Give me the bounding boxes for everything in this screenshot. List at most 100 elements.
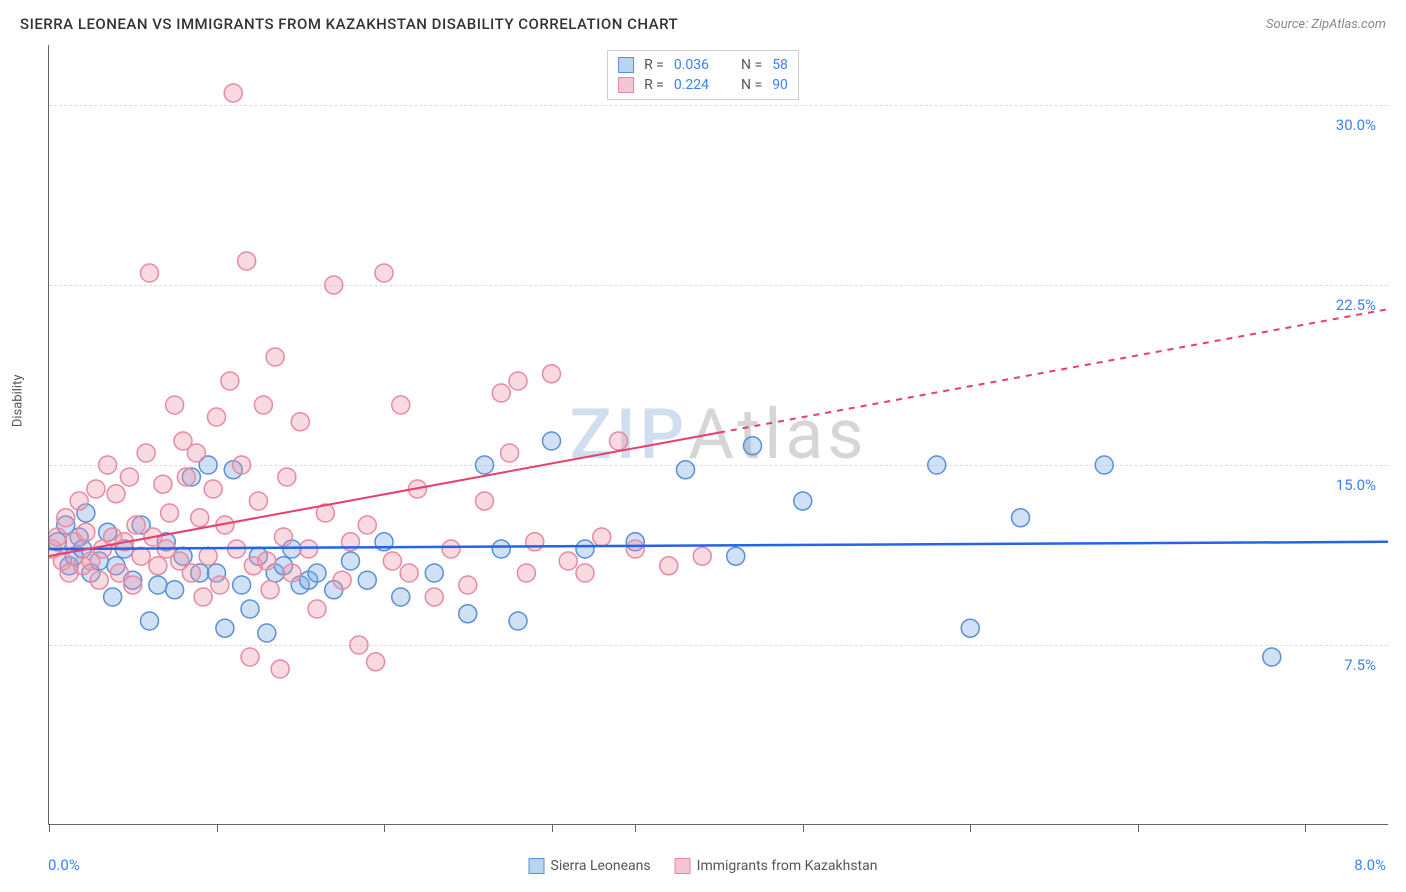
data-point bbox=[1263, 648, 1281, 666]
data-point bbox=[275, 528, 293, 546]
data-point bbox=[928, 456, 946, 474]
x-tick bbox=[552, 824, 553, 832]
x-tick bbox=[803, 824, 804, 832]
chart-title: SIERRA LEONEAN VS IMMIGRANTS FROM KAZAKH… bbox=[20, 15, 678, 33]
data-point bbox=[677, 461, 695, 479]
data-point bbox=[199, 547, 217, 565]
data-point bbox=[127, 516, 145, 534]
data-point bbox=[141, 612, 159, 630]
data-point bbox=[543, 432, 561, 450]
legend-swatch bbox=[618, 77, 634, 93]
data-point bbox=[233, 576, 251, 594]
data-point bbox=[1095, 456, 1113, 474]
data-point bbox=[1012, 509, 1030, 527]
plot-area: ZIPAtlas 7.5%15.0%22.5%30.0% bbox=[48, 45, 1388, 825]
data-point bbox=[191, 509, 209, 527]
n-label: N = bbox=[741, 57, 762, 73]
legend-swatch bbox=[618, 57, 634, 73]
data-point bbox=[559, 552, 577, 570]
data-point bbox=[187, 444, 205, 462]
data-point bbox=[177, 468, 195, 486]
data-point bbox=[261, 581, 279, 599]
data-point bbox=[258, 552, 276, 570]
legend-swatch bbox=[529, 858, 545, 874]
data-point bbox=[107, 485, 125, 503]
legend-label: Immigrants from Kazakhstan bbox=[697, 858, 878, 874]
data-point bbox=[99, 456, 117, 474]
data-point bbox=[221, 372, 239, 390]
n-label: N = bbox=[741, 77, 762, 93]
data-point bbox=[216, 619, 234, 637]
x-tick bbox=[217, 824, 218, 832]
data-point bbox=[308, 600, 326, 618]
data-point bbox=[241, 600, 259, 618]
r-value: 0.224 bbox=[674, 77, 709, 93]
data-point bbox=[693, 547, 711, 565]
data-point bbox=[166, 396, 184, 414]
trend-line-extrapolated bbox=[719, 309, 1388, 433]
data-point bbox=[90, 571, 108, 589]
data-point bbox=[476, 492, 494, 510]
data-point bbox=[132, 547, 150, 565]
data-point bbox=[254, 396, 272, 414]
data-point bbox=[543, 365, 561, 383]
data-point bbox=[283, 564, 301, 582]
data-point bbox=[300, 540, 318, 558]
data-point bbox=[509, 612, 527, 630]
r-value: 0.036 bbox=[674, 57, 709, 73]
stats-legend-row: R =0.036N =58 bbox=[618, 55, 788, 75]
data-point bbox=[137, 444, 155, 462]
n-value: 90 bbox=[772, 77, 788, 93]
x-tick bbox=[635, 824, 636, 832]
data-point bbox=[291, 413, 309, 431]
data-point bbox=[194, 588, 212, 606]
data-point bbox=[104, 588, 122, 606]
data-point bbox=[182, 564, 200, 582]
data-point bbox=[141, 264, 159, 282]
data-point bbox=[166, 581, 184, 599]
header: SIERRA LEONEAN VS IMMIGRANTS FROM KAZAKH… bbox=[0, 0, 1406, 40]
source-label: Source: ZipAtlas.com bbox=[1266, 17, 1386, 32]
data-point bbox=[442, 540, 460, 558]
data-point bbox=[350, 636, 368, 654]
data-point bbox=[383, 552, 401, 570]
data-point bbox=[459, 576, 477, 594]
data-point bbox=[154, 475, 172, 493]
data-point bbox=[358, 516, 376, 534]
data-point bbox=[576, 564, 594, 582]
y-axis-title: Disability bbox=[11, 374, 26, 427]
data-point bbox=[367, 653, 385, 671]
data-point bbox=[266, 348, 284, 366]
data-point bbox=[526, 533, 544, 551]
data-point bbox=[626, 540, 644, 558]
n-value: 58 bbox=[772, 57, 788, 73]
x-tick bbox=[384, 824, 385, 832]
chart-container: SIERRA LEONEAN VS IMMIGRANTS FROM KAZAKH… bbox=[0, 0, 1406, 892]
data-point bbox=[149, 576, 167, 594]
data-point bbox=[149, 557, 167, 575]
data-point bbox=[49, 528, 66, 546]
data-point bbox=[501, 444, 519, 462]
data-point bbox=[77, 523, 95, 541]
data-point bbox=[233, 456, 251, 474]
data-point bbox=[342, 552, 360, 570]
data-point bbox=[459, 605, 477, 623]
series-legend: Sierra LeoneansImmigrants from Kazakhsta… bbox=[529, 858, 878, 874]
data-point bbox=[517, 564, 535, 582]
legend-item: Immigrants from Kazakhstan bbox=[675, 858, 878, 874]
x-axis-min-label: 0.0% bbox=[48, 856, 80, 874]
data-point bbox=[425, 564, 443, 582]
data-point bbox=[241, 648, 259, 666]
x-axis-max-label: 8.0% bbox=[1354, 856, 1386, 874]
stats-legend: R =0.036N =58R =0.224N =90 bbox=[607, 50, 799, 100]
legend-swatch bbox=[675, 858, 691, 874]
x-tick bbox=[1305, 824, 1306, 832]
data-point bbox=[392, 588, 410, 606]
data-point bbox=[333, 571, 351, 589]
data-point bbox=[358, 571, 376, 589]
data-point bbox=[492, 384, 510, 402]
data-point bbox=[476, 456, 494, 474]
data-point bbox=[425, 588, 443, 606]
data-point bbox=[727, 547, 745, 565]
data-point bbox=[794, 492, 812, 510]
